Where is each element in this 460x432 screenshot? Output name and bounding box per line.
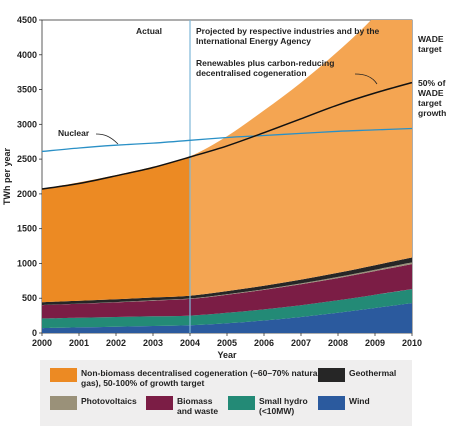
x-tick-label: 2000 [32,338,52,348]
area-small [42,289,412,329]
annotation-wade-target: WADE target [418,34,444,54]
legend-label-biomass: Biomass and waste [177,396,219,416]
legend-item-geothermal: Geothermal [318,368,396,382]
legend-item-photovoltaics: Photovoltaics [50,396,137,410]
x-axis-title: Year [217,350,237,360]
y-axis-title: TWh per year [2,147,12,205]
legend-swatch-cogeneration [50,368,77,382]
legend-item-cogeneration: Non-biomass decentralised cogeneration (… [50,368,331,388]
y-tick-label: 1500 [17,224,37,234]
annotation-projected: Projected by respective industries and b… [196,26,380,46]
y-tick-label: 2000 [17,189,37,199]
legend-label-geothermal: Geothermal [349,368,397,378]
area-nonbiomass-projected [190,20,412,296]
area-wind [42,303,412,333]
area-biomass [42,264,412,319]
x-tick-label: 2008 [328,338,348,348]
y-tick-label: 4500 [17,15,37,25]
legend-label-photovoltaics: Photovoltaics [81,396,137,406]
legend-label-small-hydro: Small hydro (<10MW) [259,396,308,416]
x-tick-label: 2003 [143,338,163,348]
legend-item-wind: Wind [318,396,370,410]
legend-item-small-hydro: Small hydro (<10MW) [228,396,317,416]
legend-swatch-biomass [146,396,173,410]
annotation-wade-growth: 50% of WADE target growth [418,78,447,118]
legend-swatch-geothermal [318,368,345,382]
renewables-leader [354,73,378,85]
area-nonbiomass-actual [42,156,190,303]
x-tick-label: 2007 [291,338,311,348]
x-tick-label: 2002 [106,338,126,348]
area-chart: 0 500 1000 1500 2000 2500 3000 3500 4000 4500 2000… [2,15,422,360]
y-tick-label: 1000 [17,258,37,268]
nuclear-line [41,127,413,153]
y-tick-label: 3000 [17,119,37,129]
y-tick-label: 500 [22,293,37,303]
legend-swatch-wind [318,396,345,410]
legend-item-biomass: Biomass and waste [146,396,225,416]
x-tick-label: 2006 [254,338,274,348]
renewables-line [41,81,413,190]
y-tick-label: 2500 [17,154,37,164]
legend-swatch-small-hydro [228,396,255,410]
x-tick-label: 2001 [69,338,89,348]
legend-swatch-photovoltaics [50,396,77,410]
y-tick-label: 0 [32,328,37,338]
x-tick-label: 2005 [217,338,237,348]
annotation-actual: Actual [136,26,162,36]
annotation-nuclear: Nuclear [58,128,90,138]
x-tick-label: 2010 [402,338,422,348]
y-tick-label: 4000 [17,50,37,60]
annotation-renewables: Renewables plus carbon-reducing decentra… [196,58,335,78]
legend-label-cogeneration: Non-biomass decentralised cogeneration (… [81,368,320,388]
legend-label-wind: Wind [349,396,370,406]
y-tick-label: 3500 [17,85,37,95]
nuclear-leader [95,133,119,145]
x-tick-label: 2009 [365,338,385,348]
legend: Non-biomass decentralised cogeneration (… [40,360,412,426]
x-tick-label: 2004 [180,338,200,348]
